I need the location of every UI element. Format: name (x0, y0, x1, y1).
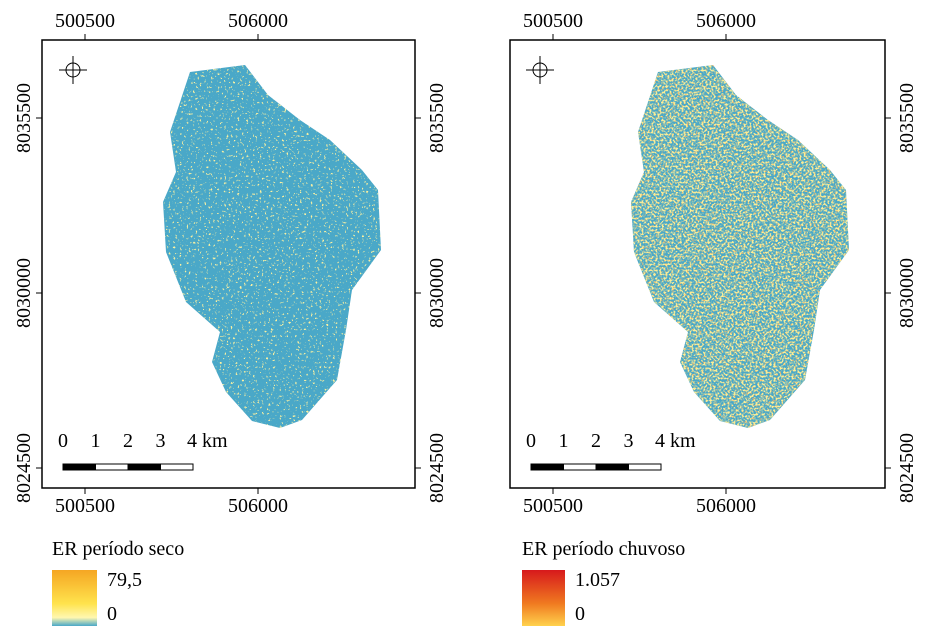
scale-bar-label: 0 (526, 430, 536, 452)
scale-bar-label: 1 (559, 430, 569, 452)
map-left (42, 40, 415, 488)
scale-bar-segment (596, 464, 629, 470)
scale-bar-label: 2 (591, 430, 601, 452)
y-tick-label: 8030000 (896, 258, 918, 328)
scale-bar-segment (128, 464, 161, 470)
scale-bar-label: 3 (156, 430, 166, 452)
scale-bar-segment (96, 464, 129, 470)
scale-bar-label: 1 (91, 430, 101, 452)
scale-bar-label: 0 (58, 430, 68, 452)
x-tick-label: 506000 (228, 495, 288, 517)
map-right (510, 40, 885, 488)
x-tick-label: 500500 (523, 10, 583, 32)
legend-max: 1.057 (575, 569, 620, 591)
y-tick-label: 8024500 (426, 433, 448, 503)
legend-ramp (52, 570, 97, 626)
y-tick-label: 8035500 (13, 83, 35, 153)
x-tick-label: 500500 (55, 495, 115, 517)
scale-bar-label: 4 km (655, 430, 696, 452)
scale-bar-label: 3 (624, 430, 634, 452)
legend-title: ER período chuvoso (522, 538, 685, 560)
legend-ramp (522, 570, 565, 626)
legend-title: ER período seco (52, 538, 184, 560)
x-tick-label: 500500 (55, 10, 115, 32)
y-tick-label: 8035500 (896, 83, 918, 153)
scale-bar-label: 4 km (187, 430, 228, 452)
scale-bar-segment (564, 464, 597, 470)
scale-bar-label: 2 (123, 430, 133, 452)
scale-bar-segment (531, 464, 564, 470)
legend-max: 79,5 (107, 569, 142, 591)
y-tick-label: 8035500 (426, 83, 448, 153)
legend-min: 0 (107, 603, 117, 625)
x-tick-label: 500500 (523, 495, 583, 517)
y-tick-label: 8024500 (13, 433, 35, 503)
scale-bar-segment (161, 464, 194, 470)
y-tick-label: 8024500 (896, 433, 918, 503)
x-tick-label: 506000 (696, 10, 756, 32)
scale-bar-segment (629, 464, 662, 470)
scale-bar-segment (63, 464, 96, 470)
y-tick-label: 8030000 (13, 258, 35, 328)
x-tick-label: 506000 (228, 10, 288, 32)
x-tick-label: 506000 (696, 495, 756, 517)
y-tick-label: 8030000 (426, 258, 448, 328)
figure: 500500 500500 506000 506000 8035500 8035500 80… (0, 0, 925, 631)
legend-min: 0 (575, 603, 585, 625)
